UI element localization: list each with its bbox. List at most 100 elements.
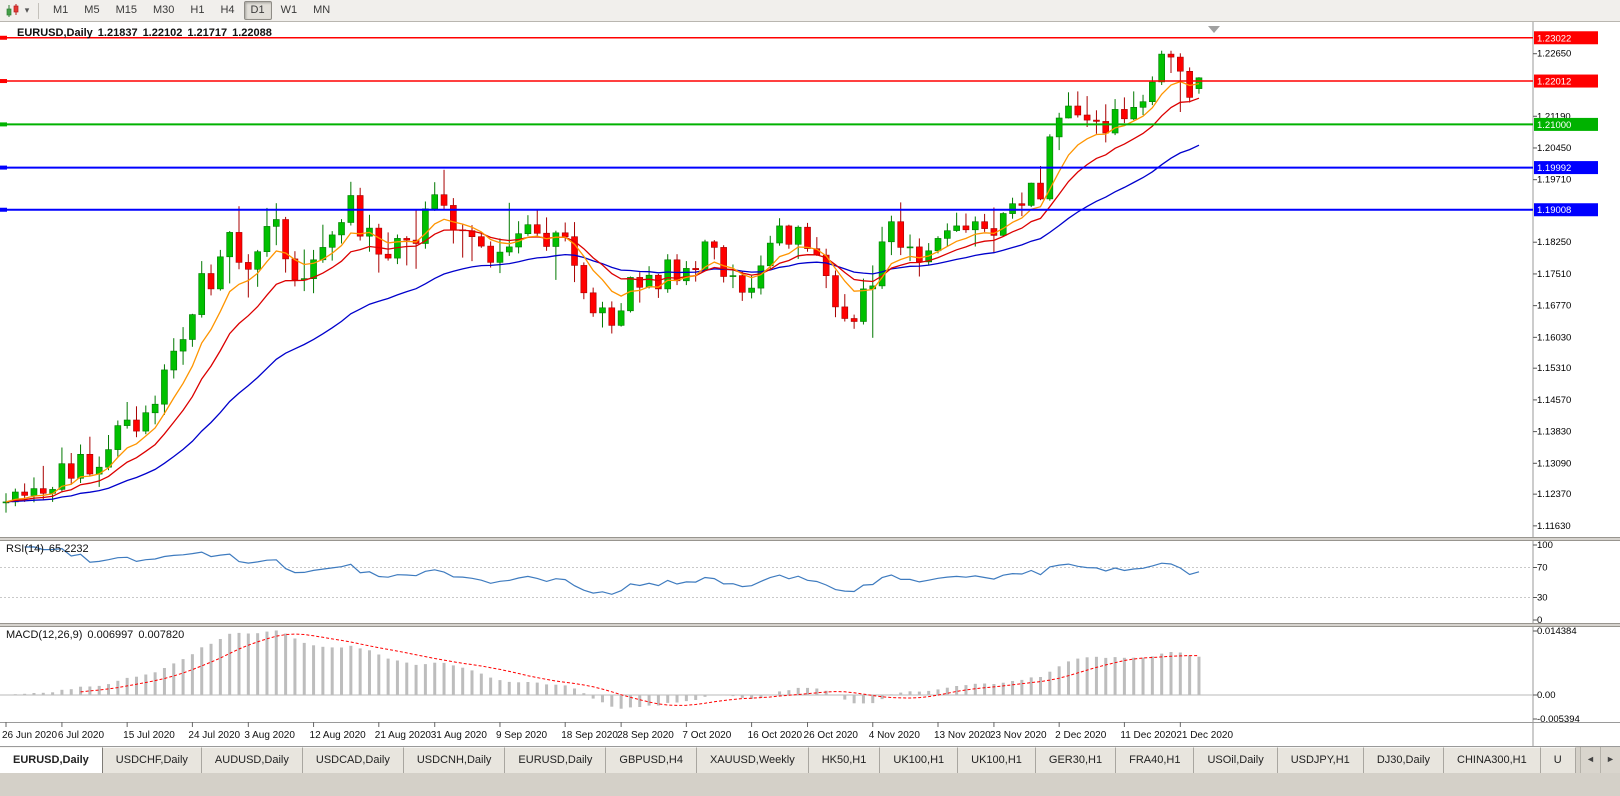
timeframe-button-h1[interactable]: H1 <box>190 4 205 16</box>
price-axis[interactable]: 1.22650 1.21190 1.20450 1.19710 1.18250 1.175… <box>1533 49 1571 532</box>
macd-histogram <box>13 630 1201 709</box>
svg-text:1.13830: 1.13830 <box>1537 427 1571 438</box>
panel-splitter[interactable] <box>0 537 1620 541</box>
svg-text:1.18250: 1.18250 <box>1537 237 1571 248</box>
chart-high-value: 1.22102 <box>142 27 183 39</box>
macd-indicator-label: MACD(12,26,9) 0.006997 0.007820 <box>6 629 185 641</box>
svg-text:15 Jul 2020: 15 Jul 2020 <box>123 730 175 741</box>
chart-tab[interactable]: USDCHF,Daily <box>102 747 202 773</box>
chart-tab[interactable]: CHINA300,H1 <box>1444 747 1541 773</box>
svg-text:1.23022: 1.23022 <box>1537 33 1571 44</box>
svg-text:1.17510: 1.17510 <box>1537 269 1571 280</box>
candlestick-series <box>2 50 1203 513</box>
svg-text:1.13090: 1.13090 <box>1537 458 1571 469</box>
svg-text:1.19992: 1.19992 <box>1537 163 1571 174</box>
svg-text:1.16770: 1.16770 <box>1537 301 1571 312</box>
rsi-indicator-label: RSI(14) 65.2232 <box>6 543 89 555</box>
svg-text:24 Jul 2020: 24 Jul 2020 <box>188 730 240 741</box>
chart-symbol-label: EURUSD,Daily <box>17 27 93 39</box>
svg-text:0: 0 <box>1537 615 1542 626</box>
timeframe-button-m1[interactable]: M1 <box>53 4 69 16</box>
tab-scroll-left-icon[interactable]: ◄ <box>1580 747 1600 773</box>
level-line-grip[interactable] <box>0 35 7 40</box>
svg-text:26 Oct 2020: 26 Oct 2020 <box>804 730 859 741</box>
svg-text:0.00: 0.00 <box>1537 690 1556 701</box>
svg-text:6 Jul 2020: 6 Jul 2020 <box>58 730 105 741</box>
svg-text:70: 70 <box>1537 563 1548 574</box>
timeframe-button-m5[interactable]: M5 <box>84 4 100 16</box>
chart-tab[interactable]: GBPUSD,H4 <box>606 747 697 773</box>
timeframe-button-m15[interactable]: M15 <box>115 4 137 16</box>
chart-tab[interactable]: USDJPY,H1 <box>1277 747 1364 773</box>
svg-text:16 Oct 2020: 16 Oct 2020 <box>748 730 803 741</box>
svg-text:18 Sep 2020: 18 Sep 2020 <box>561 730 618 741</box>
chart-shift-marker-icon[interactable] <box>1208 26 1220 33</box>
price-level-badge <box>1534 161 1598 175</box>
chart-open-value: 1.21837 <box>97 27 138 39</box>
svg-text:1.15310: 1.15310 <box>1537 363 1571 374</box>
chart-tab[interactable]: EURUSD,Daily <box>505 747 607 773</box>
timeframe-button-mn[interactable]: MN <box>313 4 331 16</box>
chart-tab[interactable]: UK100,H1 <box>958 747 1036 773</box>
svg-text:0.014384: 0.014384 <box>1537 626 1577 637</box>
svg-text:21 Aug 2020: 21 Aug 2020 <box>375 730 432 741</box>
svg-text:1.21190: 1.21190 <box>1537 111 1571 122</box>
chart-low-value: 1.21717 <box>187 27 228 39</box>
timeframe-button-w1[interactable]: W1 <box>280 4 298 16</box>
svg-text:7 Oct 2020: 7 Oct 2020 <box>682 730 731 741</box>
timeframe-buttons-group: M1 M5 M15 M30 H1 H4 D1 W1 MN <box>45 1 338 20</box>
svg-text:13 Nov 2020: 13 Nov 2020 <box>934 730 991 741</box>
tab-scroll-arrows: ◄ ► <box>1580 747 1620 773</box>
chart-tab[interactable]: HK50,H1 <box>808 747 881 773</box>
svg-text:100: 100 <box>1537 540 1553 551</box>
price-level-badge <box>1534 203 1598 217</box>
svg-text:1.11630: 1.11630 <box>1537 521 1571 532</box>
ma-medium-line <box>5 97 1200 503</box>
chart-tabs: EURUSD,Daily USDCHF,Daily AUDUSD,Daily USDC… <box>0 747 1580 773</box>
svg-text:28 Sep 2020: 28 Sep 2020 <box>617 730 674 741</box>
chart-tab[interactable]: USDCNH,Daily <box>403 747 506 773</box>
price-chart[interactable]: 1.22650 1.21190 1.20450 1.19710 1.18250 1.175… <box>0 22 1620 746</box>
level-line-grip[interactable] <box>0 122 7 127</box>
svg-text:1.14570: 1.14570 <box>1537 395 1571 406</box>
svg-text:11 Dec 2020: 11 Dec 2020 <box>1120 730 1176 741</box>
svg-text:1.20450: 1.20450 <box>1537 143 1571 154</box>
svg-text:30: 30 <box>1537 593 1548 604</box>
level-line-grip[interactable] <box>0 79 7 84</box>
chart-tab[interactable]: EURUSD,Daily <box>0 747 103 773</box>
timeframe-button-m30[interactable]: M30 <box>152 4 175 16</box>
chart-tab[interactable]: DJ30,Daily <box>1363 747 1444 773</box>
svg-text:31 Aug 2020: 31 Aug 2020 <box>431 730 488 741</box>
chart-tab[interactable]: U <box>1540 747 1576 773</box>
chart-title: EURUSD,Daily 1.21837 1.22102 1.21717 1.22088 <box>17 27 277 39</box>
chart-type-dropdown-icon[interactable]: ▾ <box>24 5 30 15</box>
svg-text:1.19008: 1.19008 <box>1537 205 1571 216</box>
chart-tab[interactable]: UK100,H1 <box>880 747 959 773</box>
timeframe-toolbar: ▾ M1 M5 M15 M30 H1 H4 D1 W1 MN <box>0 0 1620 22</box>
toolbar-separator <box>38 2 39 19</box>
chart-tab[interactable]: XAUUSD,Weekly <box>696 747 809 773</box>
ma-fast-line <box>5 80 1200 503</box>
chart-tabs-bar: EURUSD,Daily USDCHF,Daily AUDUSD,Daily USDC… <box>0 746 1620 773</box>
rsi-line <box>24 546 1200 595</box>
svg-text:1.19710: 1.19710 <box>1537 175 1571 186</box>
panel-splitter[interactable] <box>0 623 1620 627</box>
candlestick-chart-icon[interactable] <box>4 2 22 20</box>
svg-text:4 Nov 2020: 4 Nov 2020 <box>869 730 921 741</box>
time-axis[interactable]: 26 Jun 2020 6 Jul 2020 15 Jul 2020 24 Jul 2… <box>2 722 1233 741</box>
tab-scroll-right-icon[interactable]: ► <box>1600 747 1620 773</box>
chart-tab[interactable]: AUDUSD,Daily <box>201 747 303 773</box>
chart-tab[interactable]: GER30,H1 <box>1035 747 1117 773</box>
chart-area: 1.22650 1.21190 1.20450 1.19710 1.18250 1.175… <box>0 22 1620 746</box>
svg-text:-0.005394: -0.005394 <box>1537 714 1580 725</box>
chart-tab[interactable]: USDCAD,Daily <box>302 747 404 773</box>
timeframe-button-d1[interactable]: D1 <box>243 1 272 20</box>
timeframe-button-h4[interactable]: H4 <box>220 4 235 16</box>
svg-text:1.21000: 1.21000 <box>1537 120 1571 131</box>
svg-text:2 Dec 2020: 2 Dec 2020 <box>1055 730 1107 741</box>
level-line-grip[interactable] <box>0 165 7 170</box>
level-line-grip[interactable] <box>0 207 7 212</box>
chart-tab[interactable]: FRA40,H1 <box>1116 747 1195 773</box>
svg-text:12 Aug 2020: 12 Aug 2020 <box>310 730 367 741</box>
chart-tab[interactable]: USOil,Daily <box>1194 747 1278 773</box>
